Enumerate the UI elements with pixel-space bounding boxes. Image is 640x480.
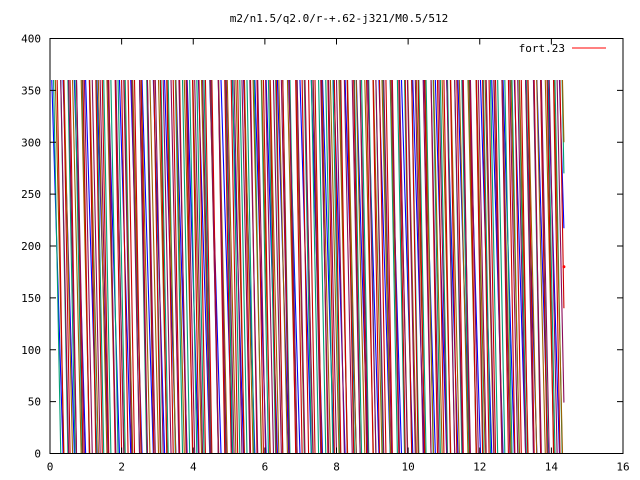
y-tick-label: 250 [21, 188, 41, 201]
x-tick-label: 14 [545, 461, 559, 474]
x-tick-label: 12 [473, 461, 486, 474]
x-tick-label: 2 [118, 461, 125, 474]
y-tick-label: 50 [28, 396, 41, 409]
chart-title: m2/n1.5/q2.0/r-+.62-j321/M0.5/512 [230, 12, 449, 25]
x-tick-label: 6 [262, 461, 269, 474]
y-tick-label: 400 [21, 33, 41, 46]
legend-label: fort.23 [519, 42, 565, 55]
x-tick-label: 16 [616, 461, 629, 474]
y-tick-label: 0 [34, 448, 41, 461]
plot-frame [49, 38, 624, 454]
x-tick-label: 10 [402, 461, 415, 474]
series-endpoint [562, 265, 566, 269]
y-tick-label: 150 [21, 292, 41, 305]
x-tick-label: 4 [190, 461, 197, 474]
x-tick-label: 8 [333, 461, 340, 474]
data-layer [51, 79, 566, 454]
axis-layer: 0 2 4 6 8 10 12 14 16 0 50 100 150 200 250 300 350 400 [21, 33, 630, 474]
series-trace [60, 79, 565, 454]
y-tick-label: 100 [21, 344, 41, 357]
y-tick-label: 300 [21, 136, 41, 149]
y-tick-label: 350 [21, 84, 41, 97]
y-tick-label: 200 [21, 240, 41, 253]
legend: fort.23 [519, 42, 606, 55]
x-tick-label: 0 [47, 461, 54, 474]
